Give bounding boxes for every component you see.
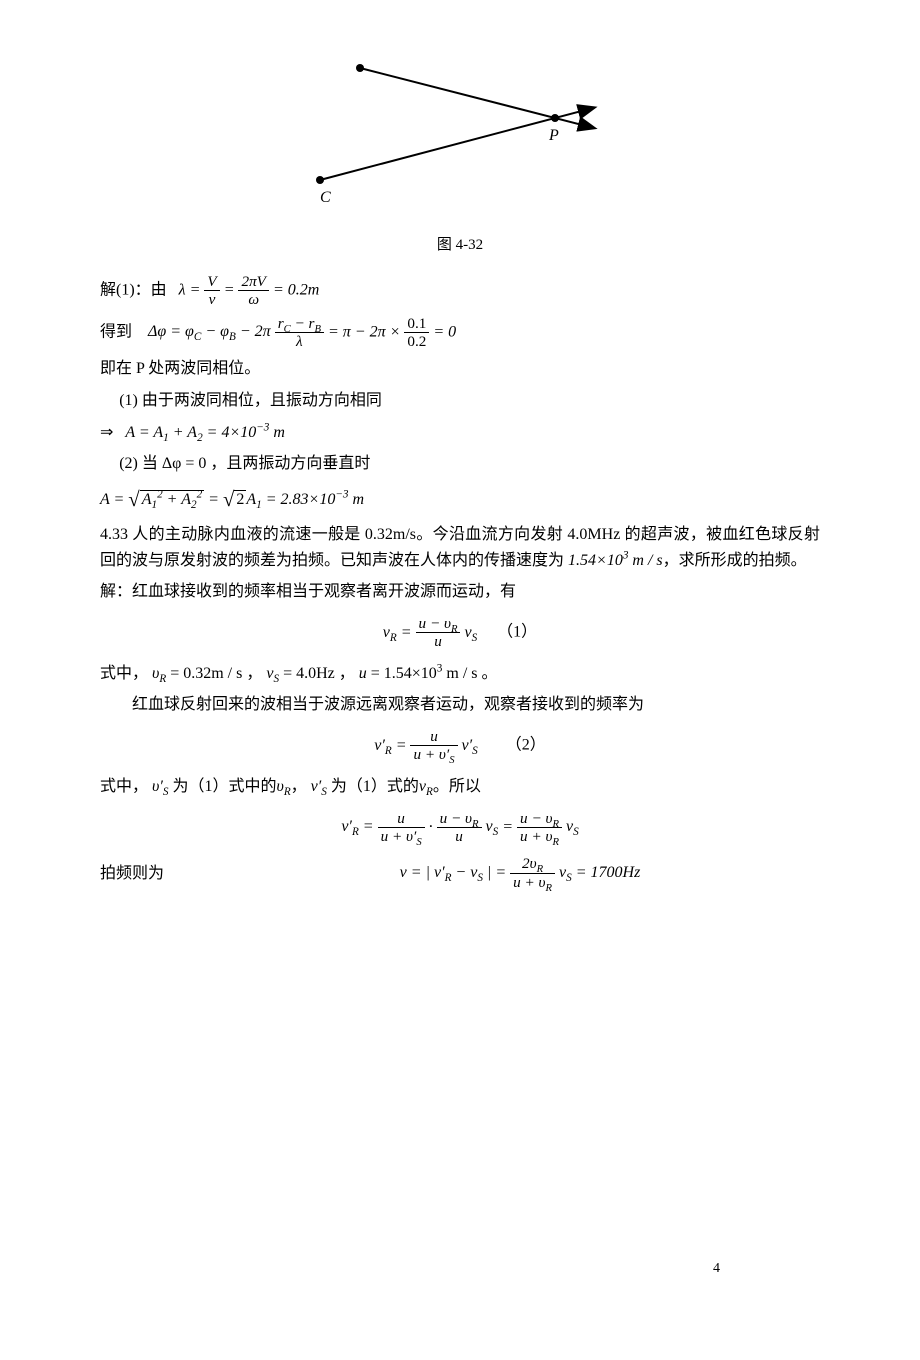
equation-2: ν′R = uu + υ′S ν′S （2） [100,728,820,764]
problem-4-33: 4.33 人的主动脉内血液的流速一般是 0.32m/s。今沿血流方向发射 4.0… [100,522,820,573]
page-number: 4 [713,1258,720,1280]
solution-1-prefix: 解(1)：由 [100,281,167,298]
beat-equation: ν = | ν′R − νS | = 2υRu + υR νS = 1700Hz [220,855,820,891]
phase-difference-line: 得到 Δφ = φC − φB − 2π rC − rBλ = π − 2π ×… [100,315,820,351]
equation-3: ν′R = uu + υ′S · u − υRu νS = u − υRu + … [100,810,820,846]
figure-caption: 图 4-32 [100,233,820,257]
same-phase-text: 即在 P 处两波同相位。 [100,356,820,382]
solution-2-intro: 解：红血球接收到的频率相当于观察者离开波源而运动，有 [100,579,820,605]
equation-1: νR = u − υRu νS （1） [100,615,820,651]
variables-line: 式中， υR = 0.32m / s ， νS = 4.0Hz ， u = 1.… [100,661,820,687]
amplitude-perp: A = √A12 + A22 = √2A1 = 2.83×10−3 m [100,483,820,516]
beat-frequency-row: 拍频则为 ν = | ν′R − νS | = 2υRu + υR νS = 1… [100,855,820,891]
svg-text:C: C [320,189,331,206]
eq2-tag: （2） [506,737,546,754]
item-1: (1) 由于两波同相位，且振动方向相同 [119,388,820,414]
svg-text:P: P [548,127,559,144]
item-2: (2) 当 Δφ = 0 ，且两振动方向垂直时 [119,451,820,477]
lambda-lhs: λ = [179,281,201,298]
solution-1-wavelength: 解(1)：由 λ = Vν = 2πVω = 0.2m [100,273,820,309]
reflect-line: 红血球反射回来的波相当于波源远离观察者运动，观察者接收到的频率为 [100,692,820,718]
eq1-tag: （1） [497,624,537,641]
beat-label: 拍频则为 [100,861,220,887]
where-line: 式中， υ′S 为（1）式中的υR， ν′S 为（1）式的νR。所以 [100,774,820,800]
amplitude-sum: ⇒ A = A1 + A2 = 4×10−3 m [100,420,820,446]
figure-4-32: CP [100,60,820,229]
